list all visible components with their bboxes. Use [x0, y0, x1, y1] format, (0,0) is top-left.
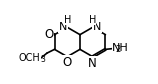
- Text: O: O: [63, 56, 72, 69]
- Text: H: H: [64, 15, 71, 25]
- Text: N: N: [93, 22, 101, 32]
- Text: OCH: OCH: [19, 53, 41, 63]
- Text: 2: 2: [116, 45, 121, 54]
- Text: 3: 3: [41, 55, 46, 64]
- Text: NH: NH: [112, 43, 129, 53]
- Text: O: O: [44, 28, 54, 41]
- Text: N: N: [88, 57, 97, 70]
- Text: N: N: [59, 22, 67, 32]
- Text: H: H: [89, 15, 96, 25]
